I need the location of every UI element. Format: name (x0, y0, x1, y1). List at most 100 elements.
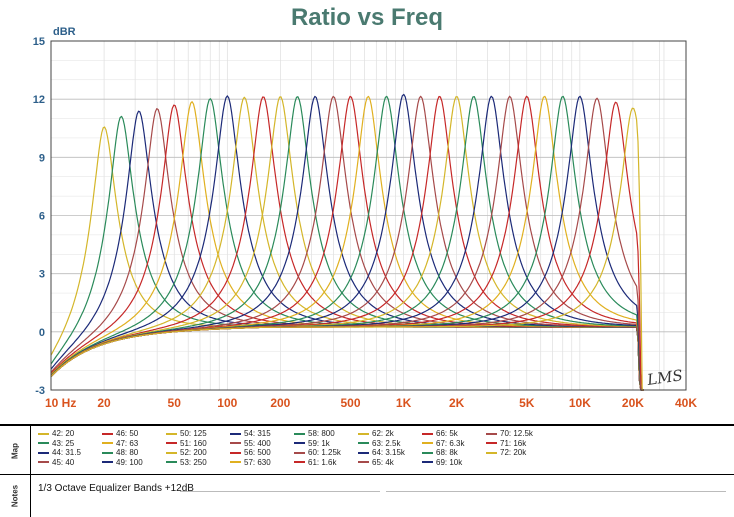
axis-labels: 15 12 9 6 3 0 -3 dBR 10 Hz 20 50 100 200 500 1K 2K 5K 10K… (33, 26, 698, 410)
legend-label: 43: 25 (52, 438, 75, 448)
legend-swatch (166, 432, 177, 435)
legend-swatch (102, 461, 113, 464)
notes-label-box: Notes (0, 475, 31, 517)
legend-label: 72: 20k (500, 448, 527, 457)
legend-swatch (102, 432, 113, 435)
legend-column: 54: 315 55: 400 56: 500 57: 630 (230, 429, 271, 467)
legend-item: 56: 500 (230, 448, 271, 458)
series-line (50, 107, 644, 391)
legend-swatch (358, 451, 369, 454)
legend-swatch (358, 442, 369, 445)
watermark-logo: LMS (645, 366, 684, 389)
notes-underline (386, 491, 726, 492)
legend-swatch (38, 442, 49, 445)
plot-area: 15 12 9 6 3 0 -3 dBR 10 Hz 20 50 100 200 500 1K 2K 5K 10K… (33, 26, 698, 410)
legend-label: 52: 200 (180, 448, 207, 457)
legend-label: 67: 6.3k (436, 438, 465, 448)
x-tick-label: 10 Hz (45, 396, 76, 410)
legend-label: 70: 12.5k (500, 429, 533, 438)
legend-item: 66: 5k (422, 429, 464, 439)
y-tick-label: 0 (39, 327, 45, 339)
x-tick-label: 50 (168, 396, 182, 410)
legend-label: 46: 50 (116, 429, 139, 438)
legend-item: 42: 20 (38, 429, 81, 439)
legend-swatch (38, 451, 49, 454)
x-tick-label: 20 (97, 396, 111, 410)
legend-item: 63: 2.5k (358, 439, 405, 449)
legend-swatch (486, 432, 497, 435)
legend-swatch (166, 461, 177, 464)
legend-item: 58: 800 (294, 429, 341, 439)
legend-item: 69: 10k (422, 458, 464, 468)
legend-label: 54: 315 (244, 429, 271, 438)
legend-swatch (102, 451, 113, 454)
legend-item: 48: 80 (102, 448, 143, 458)
y-tick-label: 9 (39, 152, 45, 164)
legend-label: 44: 31.5 (52, 448, 81, 457)
plot-border (50, 40, 687, 391)
legend-label: 51: 160 (180, 438, 207, 448)
map-label: Map (10, 443, 20, 459)
legend-swatch (166, 442, 177, 445)
legend-label: 53: 250 (180, 457, 207, 467)
legend-label: 47: 63 (116, 438, 139, 448)
notes-underline (180, 491, 380, 492)
legend-label: 60: 1.25k (308, 448, 341, 457)
legend-item: 71: 16k (486, 439, 533, 449)
x-tick-label: 10K (569, 396, 591, 410)
legend-column: 62: 2k 63: 2.5k 64: 3.15k 65: 4k (358, 429, 405, 467)
legend-item: 70: 12.5k (486, 429, 533, 439)
legend-swatch (422, 432, 433, 435)
legend-label: 42: 20 (52, 429, 75, 438)
notes-label: Notes (10, 484, 20, 508)
x-tick-label: 100 (217, 396, 237, 410)
legend-swatch (294, 451, 305, 454)
legend-swatch (486, 451, 497, 454)
y-tick-label: 12 (33, 94, 45, 106)
legend-item: 62: 2k (358, 429, 405, 439)
legend-item: 46: 50 (102, 429, 143, 439)
legend-panel: Map 42: 20 43: 25 44: 31.5 45: 40 46: 50 47: … (0, 424, 734, 476)
legend-item: 57: 630 (230, 458, 271, 468)
y-tick-label: 3 (39, 269, 45, 281)
x-tick-label: 5K (519, 396, 535, 410)
y-tick-label: 15 (33, 36, 45, 48)
legend-item: 60: 1.25k (294, 448, 341, 458)
legend-label: 63: 2.5k (372, 438, 401, 448)
legend-label: 68: 8k (436, 448, 458, 457)
legend-swatch (230, 432, 241, 435)
legend-column: 66: 5k 67: 6.3k 68: 8k 69: 10k (422, 429, 464, 467)
legend-column: 70: 12.5k 71: 16k 72: 20k (486, 429, 533, 458)
legend-item: 64: 3.15k (358, 448, 405, 458)
y-tick-label: 6 (39, 211, 45, 223)
legend-swatch (358, 432, 369, 435)
legend-swatch (102, 442, 113, 445)
legend-swatch (422, 442, 433, 445)
legend-label: 49: 100 (116, 457, 143, 467)
legend-swatch (294, 461, 305, 464)
legend-item: 55: 400 (230, 439, 271, 449)
legend-swatch (422, 451, 433, 454)
legend-item: 61: 1.6k (294, 458, 341, 468)
legend-swatch (230, 461, 241, 464)
legend-item: 68: 8k (422, 448, 464, 458)
x-tick-label: 40K (675, 396, 697, 410)
legend-label: 64: 3.15k (372, 448, 405, 457)
x-tick-label: 20K (622, 396, 644, 410)
legend-item: 54: 315 (230, 429, 271, 439)
legend-item: 45: 40 (38, 458, 81, 468)
legend-item: 43: 25 (38, 439, 81, 449)
legend-swatch (230, 451, 241, 454)
legend-label: 58: 800 (308, 429, 335, 438)
legend-item: 72: 20k (486, 448, 533, 458)
legend-column: 46: 50 47: 63 48: 80 49: 100 (102, 429, 143, 467)
x-tick-label: 500 (340, 396, 360, 410)
legend-swatch (294, 442, 305, 445)
legend-label: 56: 500 (244, 448, 271, 457)
x-tick-label: 200 (270, 396, 290, 410)
legend-swatch (230, 442, 241, 445)
legend-label: 45: 40 (52, 457, 75, 467)
legend-label: 50: 125 (180, 429, 207, 438)
legend-swatch (294, 432, 305, 435)
legend-label: 57: 630 (244, 457, 271, 467)
